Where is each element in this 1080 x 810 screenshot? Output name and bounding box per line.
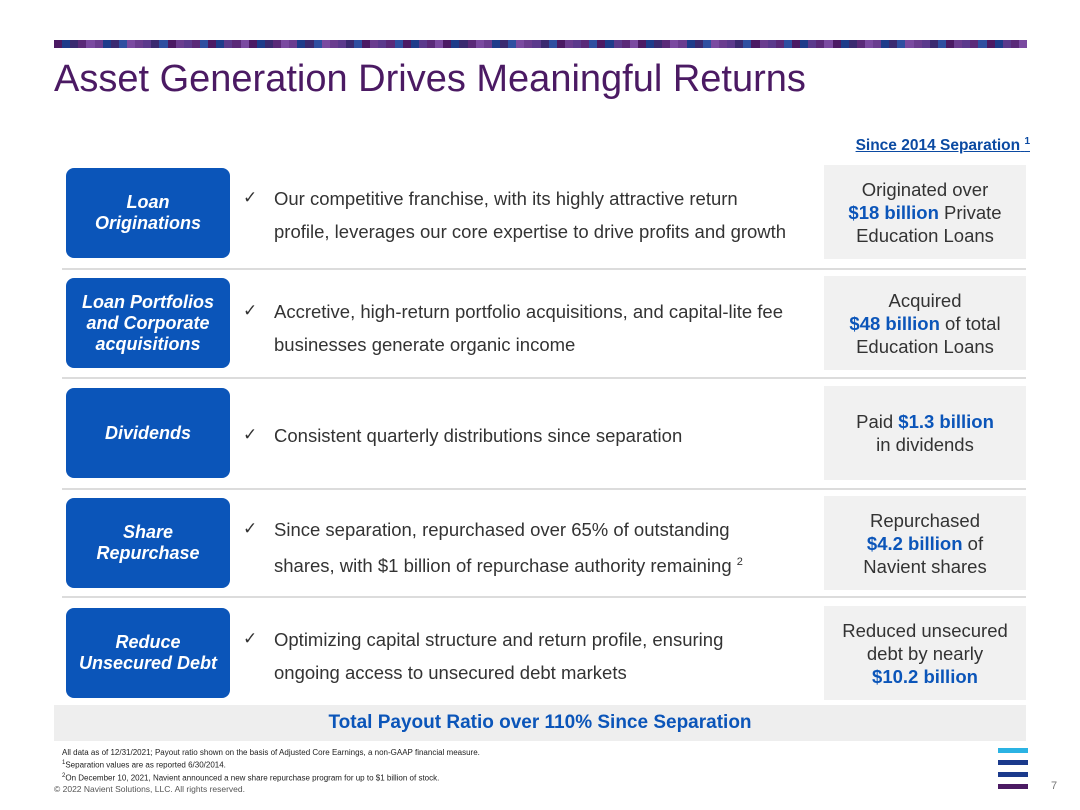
- stat-text: of total: [939, 312, 1001, 334]
- decorative-stripe-bar: [54, 40, 1027, 48]
- check-mark: ✓: [243, 519, 258, 538]
- row-divider: [62, 596, 1026, 598]
- stat-text: Paid: [856, 411, 899, 432]
- logo-bar-purple: [998, 784, 1028, 789]
- stat-box-dividends: Paid $1.3 billion in dividends: [824, 386, 1026, 480]
- desc-line: Consistent quarterly distributions since…: [274, 425, 683, 446]
- stat-text: in dividends: [876, 434, 974, 455]
- logo-bar-navy: [998, 760, 1028, 765]
- stat-text: Education Loans: [856, 224, 994, 246]
- dividends-pill: Dividends: [66, 388, 230, 478]
- row-divider: [62, 268, 1026, 270]
- check-mark: ✓: [243, 301, 258, 320]
- stat-box-repurchase: Repurchased $4.2 billion of Navient shar…: [824, 496, 1026, 590]
- stat-box-debt: Reduced unsecured debt by nearly $10.2 b…: [824, 606, 1026, 700]
- logo-bar-cyan: [998, 748, 1028, 753]
- loan-portfolios-pill: Loan Portfolios and Corporate acquisitio…: [66, 278, 230, 368]
- stat-highlight: $48 billion: [849, 312, 940, 334]
- footnote-line: 2On December 10, 2021, Navient announced…: [62, 772, 440, 783]
- logo-bar-navy: [998, 772, 1028, 777]
- stat-text: Private: [938, 201, 1002, 223]
- stat-text: debt by nearly: [866, 642, 984, 664]
- check-mark: ✓: [243, 188, 258, 207]
- footnote-line: 1Separation values are as reported 6/30/…: [62, 760, 226, 770]
- page-number: 7: [1051, 780, 1058, 792]
- stat-box-acquisitions: Acquired $48 billion of total Education …: [824, 276, 1026, 370]
- since-separation-header: Since 2014 Separation 1: [824, 136, 1030, 155]
- stat-highlight: $18 billion: [848, 201, 939, 223]
- desc-line: Optimizing capital structure and return …: [274, 629, 724, 650]
- check-mark: ✓: [243, 629, 258, 648]
- desc-line: businesses generate organic income: [274, 334, 576, 355]
- row-description: Our competitive franchise, with its high…: [274, 182, 822, 248]
- desc-line: Since separation, repurchased over 65% o…: [274, 519, 730, 540]
- row-description: Optimizing capital structure and return …: [274, 623, 822, 689]
- row-description: Accretive, high-return portfolio acquisi…: [274, 295, 822, 361]
- copyright: © 2022 Navient Solutions, LLC. All right…: [54, 784, 246, 794]
- reduce-unsecured-debt-pill: Reduce Unsecured Debt: [66, 608, 230, 698]
- footnote-ref-1: 1: [1024, 136, 1030, 147]
- footnote-line: All data as of 12/31/2021; Payout ratio …: [62, 748, 480, 757]
- page-title: Asset Generation Drives Meaningful Retur…: [54, 58, 806, 100]
- desc-line: ongoing access to unsecured debt markets: [274, 662, 627, 683]
- stat-text: of: [962, 532, 984, 554]
- stat-text: Reduced unsecured: [842, 619, 1008, 641]
- stat-text: Acquired: [888, 289, 962, 311]
- since-separation-text: Since 2014 Separation: [855, 137, 1021, 155]
- stat-highlight: $10.2 billion: [872, 665, 978, 687]
- share-repurchase-pill: Share Repurchase: [66, 498, 230, 588]
- row-description: Since separation, repurchased over 65% o…: [274, 513, 822, 582]
- stat-text: Education Loans: [856, 335, 994, 357]
- stat-text: Navient shares: [863, 555, 987, 577]
- desc-line: profile, leverages our core expertise to…: [274, 221, 787, 242]
- row-description: Consistent quarterly distributions since…: [274, 419, 822, 452]
- total-payout-banner: Total Payout Ratio over 110% Since Separ…: [54, 705, 1026, 741]
- row-divider: [62, 377, 1026, 379]
- footnote-ref-2: 2: [736, 556, 743, 568]
- desc-line: Our competitive franchise, with its high…: [274, 188, 738, 209]
- check-mark: ✓: [243, 425, 258, 444]
- desc-line: shares, with $1 billion of repurchase au…: [274, 555, 743, 577]
- navient-logo-icon: [998, 748, 1028, 794]
- footnotes: All data as of 12/31/2021; Payout ratio …: [62, 747, 962, 783]
- stat-highlight: $4.2 billion: [866, 532, 963, 554]
- row-divider: [62, 488, 1026, 490]
- desc-line: Accretive, high-return portfolio acquisi…: [274, 301, 784, 322]
- stat-box-originations: Originated over $18 billion Private Educ…: [824, 165, 1026, 259]
- stat-highlight: $1.3 billion: [898, 411, 994, 432]
- stat-text: Repurchased: [869, 509, 981, 531]
- stat-text: Originated over: [861, 178, 989, 200]
- loan-originations-pill: Loan Originations: [66, 168, 230, 258]
